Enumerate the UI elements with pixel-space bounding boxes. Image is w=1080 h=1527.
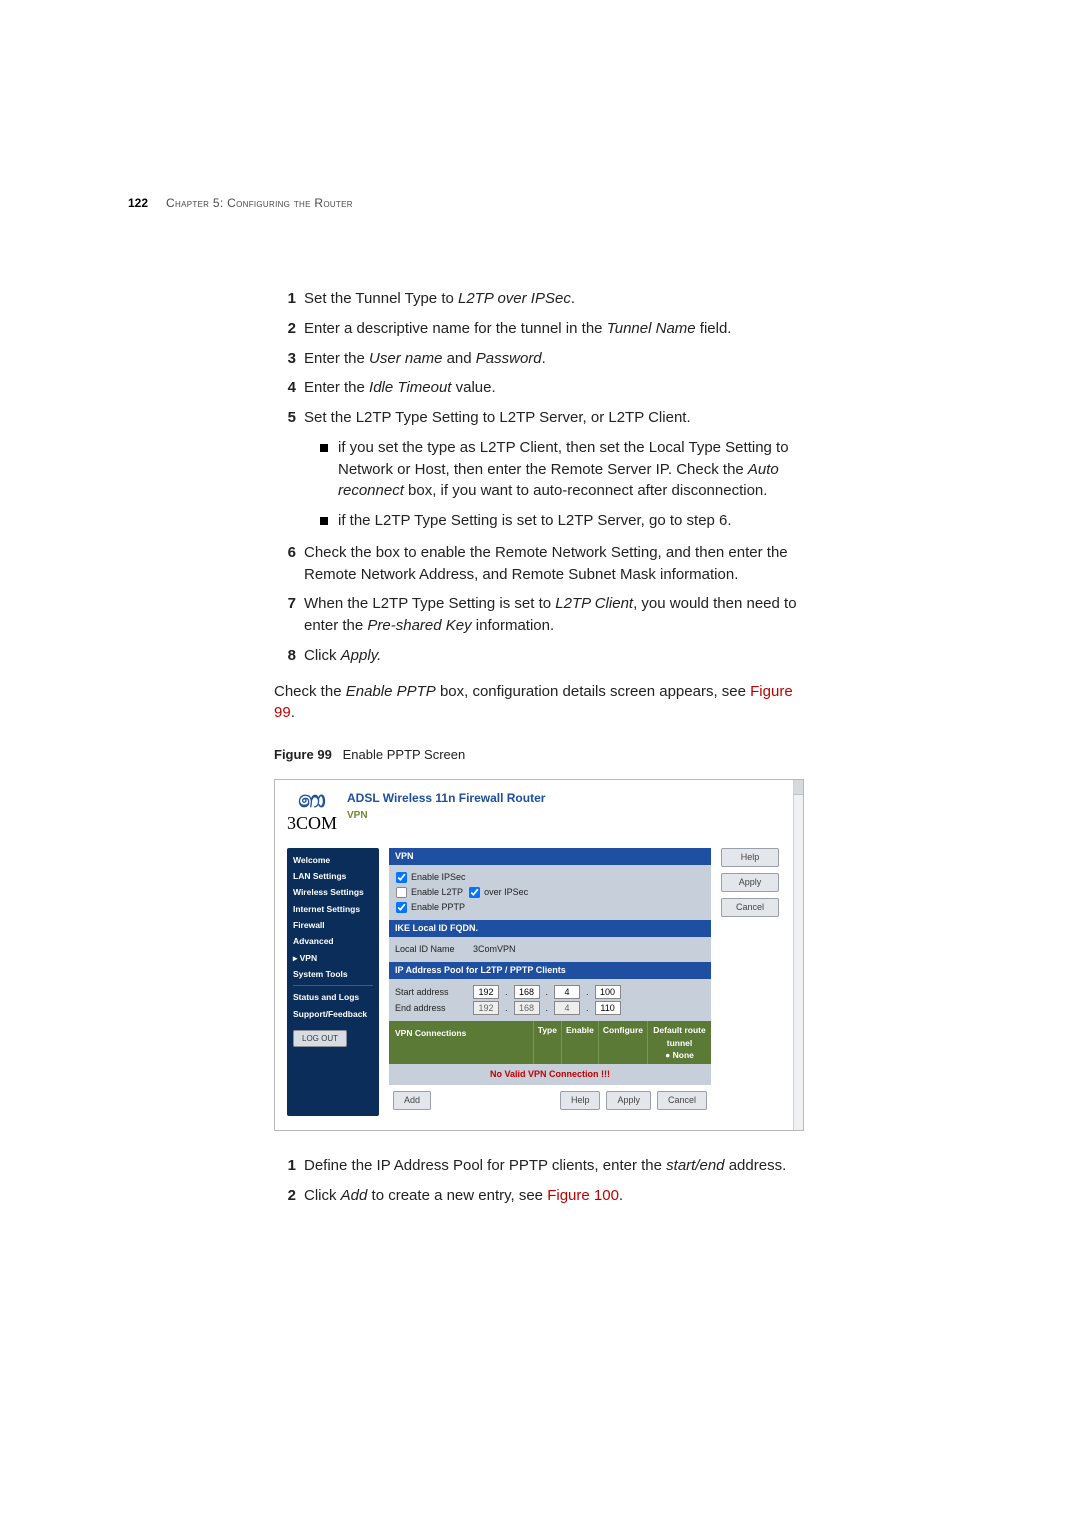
- list-item: When the L2TP Type Setting is set to L2T…: [304, 593, 814, 637]
- list-item: if the L2TP Type Setting is set to L2TP …: [338, 510, 732, 532]
- scrollbar[interactable]: [793, 780, 803, 1130]
- local-id-value: 3ComVPN: [473, 943, 516, 956]
- logo-icon: ෩: [298, 790, 325, 810]
- paragraph: Check the Enable PPTP box, configuration…: [274, 681, 814, 725]
- list-number: 7: [274, 593, 296, 637]
- end-oct4[interactable]: [595, 1001, 621, 1015]
- col-type: Type: [533, 1021, 561, 1064]
- enable-l2tp-checkbox[interactable]: [396, 887, 407, 898]
- enable-ipsec-checkbox[interactable]: [396, 872, 407, 883]
- list-item: Click Apply.: [304, 645, 381, 667]
- list-number: 8: [274, 645, 296, 667]
- start-oct2[interactable]: [514, 985, 540, 999]
- section-title: VPN: [347, 809, 545, 824]
- help-button-bottom[interactable]: Help: [560, 1091, 601, 1110]
- list-item: Set the Tunnel Type to L2TP over IPSec.: [304, 288, 575, 310]
- bullet-icon: [320, 444, 328, 452]
- figure-screenshot: ෩ 3COM ADSL Wireless 11n Firewall Router…: [274, 779, 804, 1131]
- apply-button[interactable]: Apply: [721, 873, 779, 892]
- nav-divider: [293, 985, 373, 986]
- help-button[interactable]: Help: [721, 848, 779, 867]
- list-item: Set the L2TP Type Setting to L2TP Server…: [304, 407, 691, 429]
- nav-status-logs[interactable]: Status and Logs: [293, 989, 373, 1005]
- panel-header-pool: IP Address Pool for L2TP / PPTP Clients: [389, 962, 711, 979]
- side-button-column: Help Apply Cancel: [721, 848, 779, 1117]
- list-item: Enter the Idle Timeout value.: [304, 377, 496, 399]
- running-header: 122 Chapter 5: Configuring the Router: [128, 196, 952, 210]
- enable-ipsec-row: Enable IPSec: [395, 871, 705, 884]
- page-number: 122: [128, 196, 148, 210]
- list-item: Enter the User name and Password.: [304, 348, 546, 370]
- device-title: ADSL Wireless 11n Firewall Router: [347, 790, 545, 807]
- nav-internet[interactable]: Internet Settings: [293, 901, 373, 917]
- sub-list: if you set the type as L2TP Client, then…: [320, 437, 814, 532]
- list-number: 2: [274, 318, 296, 340]
- bullet-icon: [320, 517, 328, 525]
- list-number: 5: [274, 407, 296, 429]
- conn-title: VPN Connections: [389, 1021, 533, 1064]
- figure-link[interactable]: Figure 100: [547, 1187, 619, 1204]
- start-address-label: Start address: [395, 986, 467, 999]
- list-number: 2: [274, 1185, 296, 1207]
- panel-header-ike: IKE Local ID FQDN.: [389, 920, 711, 937]
- col-default-route: Default route tunnel: [652, 1024, 707, 1049]
- list-item: Define the IP Address Pool for PPTP clie…: [304, 1155, 786, 1177]
- ordered-list-1: 1 Set the Tunnel Type to L2TP over IPSec…: [274, 288, 814, 667]
- chapter-title: Chapter 5: Configuring the Router: [166, 196, 353, 210]
- col-none-radio[interactable]: ● None: [652, 1049, 707, 1061]
- nav-sidebar: Welcome LAN Settings Wireless Settings I…: [287, 848, 379, 1117]
- col-configure: Configure: [598, 1021, 647, 1064]
- enable-pptp-row: Enable PPTP: [395, 901, 705, 914]
- end-oct1: [473, 1001, 499, 1015]
- list-number: 6: [274, 542, 296, 586]
- brand-logo: ෩ 3COM: [287, 790, 337, 836]
- apply-button-bottom[interactable]: Apply: [606, 1091, 651, 1110]
- nav-welcome[interactable]: Welcome: [293, 852, 373, 868]
- cancel-button[interactable]: Cancel: [721, 898, 779, 917]
- logout-button[interactable]: LOG OUT: [293, 1030, 347, 1048]
- list-number: 4: [274, 377, 296, 399]
- start-oct4[interactable]: [595, 985, 621, 999]
- list-item: Click Add to create a new entry, see Fig…: [304, 1185, 623, 1207]
- list-item: Check the box to enable the Remote Netwo…: [304, 542, 814, 586]
- panel-header-vpn: VPN: [389, 848, 711, 865]
- list-item: if you set the type as L2TP Client, then…: [338, 437, 814, 502]
- figure-caption: Figure 99 Enable PPTP Screen: [274, 746, 814, 765]
- list-number: 3: [274, 348, 296, 370]
- start-oct1[interactable]: [473, 985, 499, 999]
- end-address-label: End address: [395, 1002, 467, 1015]
- cancel-button-bottom[interactable]: Cancel: [657, 1091, 707, 1110]
- list-item: Enter a descriptive name for the tunnel …: [304, 318, 731, 340]
- list-number: 1: [274, 1155, 296, 1177]
- enable-l2tp-row: Enable L2TP over IPSec: [395, 886, 705, 899]
- start-oct3[interactable]: [554, 985, 580, 999]
- over-ipsec-checkbox[interactable]: [469, 887, 480, 898]
- nav-support[interactable]: Support/Feedback: [293, 1006, 373, 1022]
- nav-vpn[interactable]: VPN: [293, 950, 373, 966]
- end-oct2: [514, 1001, 540, 1015]
- nav-lan[interactable]: LAN Settings: [293, 868, 373, 884]
- ordered-list-2: 1 Define the IP Address Pool for PPTP cl…: [274, 1155, 814, 1207]
- add-button[interactable]: Add: [393, 1091, 431, 1110]
- vpn-connections-header: VPN Connections Type Enable Configure De…: [389, 1021, 711, 1064]
- nav-firewall[interactable]: Firewall: [293, 917, 373, 933]
- enable-pptp-checkbox[interactable]: [396, 902, 407, 913]
- nav-advanced[interactable]: Advanced: [293, 933, 373, 949]
- nav-wireless[interactable]: Wireless Settings: [293, 884, 373, 900]
- col-enable: Enable: [561, 1021, 598, 1064]
- no-vpn-message: No Valid VPN Connection !!!: [389, 1064, 711, 1085]
- end-oct3: [554, 1001, 580, 1015]
- list-number: 1: [274, 288, 296, 310]
- local-id-label: Local ID Name: [395, 943, 467, 956]
- nav-system-tools[interactable]: System Tools: [293, 966, 373, 982]
